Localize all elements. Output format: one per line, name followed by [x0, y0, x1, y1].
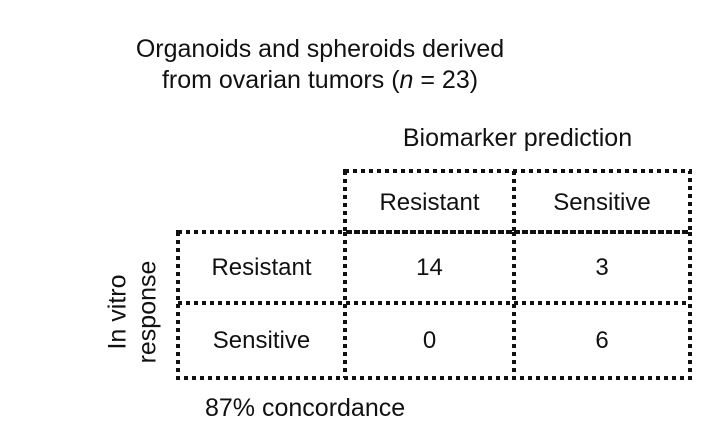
column-header-resistant: Resistant [379, 188, 480, 216]
row-label-resistant: Resistant [211, 253, 312, 281]
cell-sensitive-sensitive: 6 [595, 326, 609, 354]
cell-sensitive-resistant: 0 [422, 326, 437, 354]
title-n-symbol: n [399, 66, 414, 94]
column-group-header: Biomarker prediction [402, 124, 633, 152]
row-label-sensitive: Sensitive [212, 326, 311, 354]
chart-title: Organoids and spheroids derived from ova… [80, 34, 560, 96]
cell-resistant-resistant: 14 [416, 253, 443, 281]
title-line-1: Organoids and spheroids derived [135, 35, 505, 63]
column-header-sensitive: Sensitive [553, 188, 651, 216]
concordance-footer: 87% concordance [205, 394, 406, 422]
cell-resistant-sensitive: 3 [595, 253, 609, 281]
title-line-2: from ovarian tumors (n = 23) [161, 66, 479, 94]
